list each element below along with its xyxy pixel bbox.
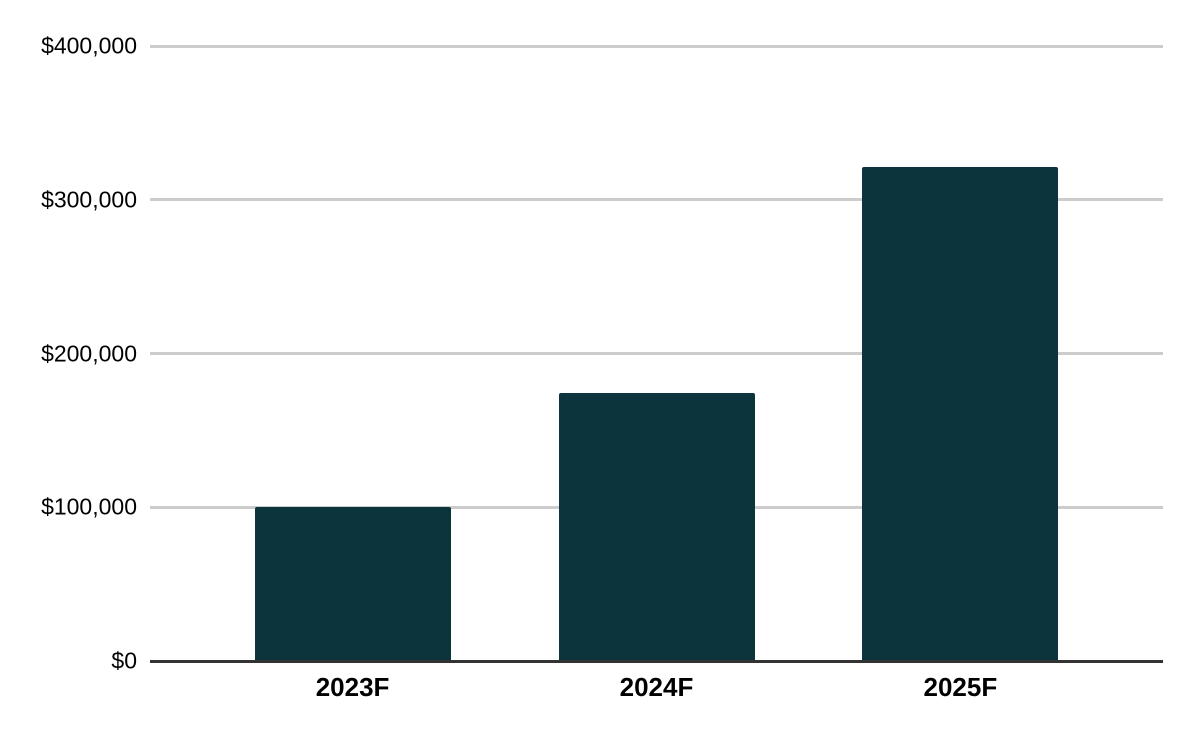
y-tick-label: $400,000: [41, 32, 137, 59]
y-gridline: [150, 44, 1163, 48]
x-tick-label-2024F: 2024F: [619, 672, 694, 702]
x-axis-line: [150, 659, 1163, 663]
y-tick-label: $300,000: [41, 186, 137, 213]
bar-2025F: [862, 167, 1059, 661]
y-gridline: [150, 198, 1163, 202]
plot-area: [150, 44, 1163, 663]
y-tick-label: $0: [111, 647, 137, 674]
y-gridline: [150, 352, 1163, 355]
bar-2024F: [558, 393, 755, 661]
x-tick-label-2023F: 2023F: [315, 672, 390, 702]
y-tick-label: $200,000: [41, 340, 137, 366]
y-tick-label: $100,000: [41, 493, 137, 520]
x-tick-label-2025F: 2025F: [923, 672, 998, 702]
bar-2023F: [254, 507, 451, 661]
